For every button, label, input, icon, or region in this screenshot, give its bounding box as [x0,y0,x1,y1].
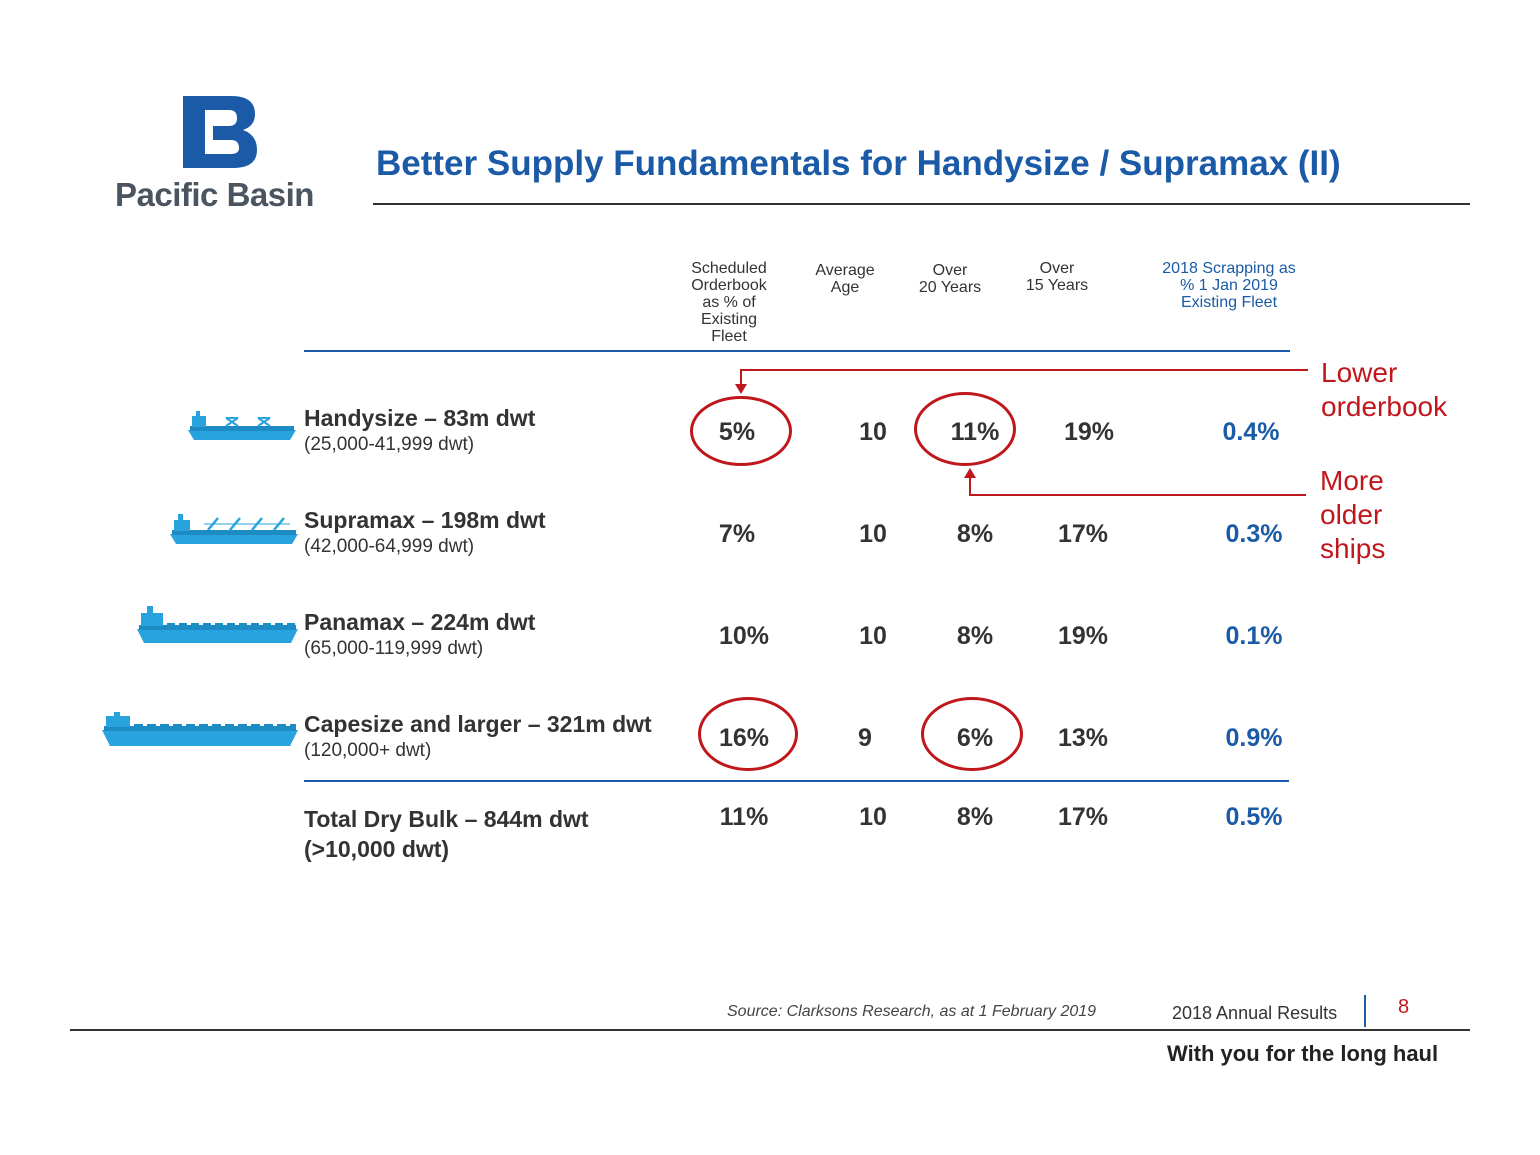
row-panamax-scrapping: 0.1% [1225,622,1283,650]
row-panamax-range: (65,000-119,999 dwt) [304,638,484,659]
page-number: 8 [1398,996,1410,1018]
page-title: Better Supply Fundamentals for Handysize… [376,144,1341,183]
source-note: Source: Clarksons Research, as at 1 Febr… [727,1003,1097,1020]
row-panamax-orderbook: 10% [718,622,770,650]
annotation-arrows [735,369,1308,496]
row-capesize-avg-age: 9 [858,724,872,752]
row-handysize-avg-age: 10 [859,418,887,446]
col-header-over15: Over 15 Years [1025,260,1089,294]
row-capesize-over15: 13% [1057,724,1109,752]
brand-name: Pacific Basin [115,176,314,213]
row-supramax-orderbook: 7% [718,520,756,548]
row-supramax-range: (42,000-64,999 dwt) [304,536,475,557]
row-supramax-name: Supramax – 198m dwt [304,507,546,533]
col-header-over20: Over 20 Years [918,262,982,296]
total-scrapping: 0.5% [1225,803,1283,831]
row-panamax-name: Panamax – 224m dwt [304,609,536,635]
footer-tagline: With you for the long haul [1167,1041,1439,1066]
row-handysize-scrapping: 0.4% [1222,418,1280,446]
page-number-separator [1364,995,1366,1027]
total-over20: 8% [956,803,994,831]
row-capesize-range: (120,000+ dwt) [304,740,432,761]
row-capesize-scrapping: 0.9% [1225,724,1283,752]
total-avg-age: 10 [859,803,887,831]
footer-divider [70,1029,1470,1031]
title-divider [373,203,1470,205]
header-divider [304,350,1290,352]
report-name: 2018 Annual Results [1172,1003,1338,1023]
row-capesize-name: Capesize and larger – 321m dwt [304,711,652,737]
row-handysize-range: (25,000-41,999 dwt) [304,434,475,455]
panamax-ship-icon [137,606,298,643]
row-handysize-name: Handysize – 83m dwt [304,405,536,431]
annotation-lower-orderbook: Lower orderbook [1321,357,1448,422]
pacific-basin-logo-icon [183,96,257,168]
supramax-ship-icon [170,514,298,544]
total-over15: 17% [1057,803,1109,831]
row-handysize-over15: 19% [1063,418,1115,446]
highlight-circle-handysize-orderbook [690,396,792,466]
col-header-orderbook: Scheduled Orderbook as % of Existing Fleet [691,260,767,345]
annotation-older-ships: More older ships [1320,465,1386,564]
capesize-ship-icon [102,712,298,746]
row-supramax-over15: 17% [1057,520,1109,548]
col-header-scrapping: 2018 Scrapping as% 1 Jan 2019 Existing Fl… [1162,260,1296,311]
row-panamax-over20: 8% [956,622,994,650]
row-supramax-over20: 8% [956,520,994,548]
handysize-ship-icon [188,411,296,440]
row-supramax-avg-age: 10 [859,520,887,548]
total-divider [304,780,1289,782]
total-orderbook: 11% [719,803,769,831]
row-panamax-avg-age: 10 [859,622,887,650]
highlight-circle-handysize-over20 [914,392,1016,466]
total-row-name: Total Dry Bulk – 844m dwt (>10,000 dwt) [304,806,589,862]
highlight-circle-capesize-over20 [921,697,1023,771]
row-panamax-over15: 19% [1057,622,1109,650]
row-supramax-scrapping: 0.3% [1225,520,1283,548]
col-header-avg-age: Average Age [815,262,875,296]
highlight-circle-capesize-orderbook [698,697,798,771]
